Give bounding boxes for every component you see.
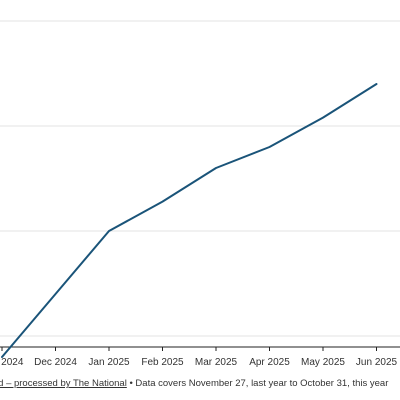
x-tick-label: Jan 2025	[88, 357, 130, 368]
x-axis-labels: Nov 2024 Dec 2024 Jan 2025 Feb 2025 Mar 2025…	[0, 357, 398, 368]
x-tick-label: Apr 2025	[249, 357, 290, 368]
x-tick-label: Nov 2024	[0, 357, 24, 368]
x-tick-label: Feb 2025	[141, 357, 184, 368]
source-footer: cled – processed by The National • Data …	[0, 378, 400, 389]
x-tick-label: Dec 2024	[34, 357, 77, 368]
x-tick-label: Jun 2025	[356, 357, 398, 368]
gridlines	[0, 20, 400, 337]
series-line	[1, 83, 378, 358]
source-link[interactable]: cled – processed by The National	[0, 378, 127, 389]
data-coverage-note: • Data covers November 27, last year to …	[129, 378, 389, 389]
x-tick-label: Mar 2025	[195, 357, 238, 368]
x-tick-label: May 2025	[301, 357, 345, 368]
x-axis-ticks	[1, 347, 377, 351]
